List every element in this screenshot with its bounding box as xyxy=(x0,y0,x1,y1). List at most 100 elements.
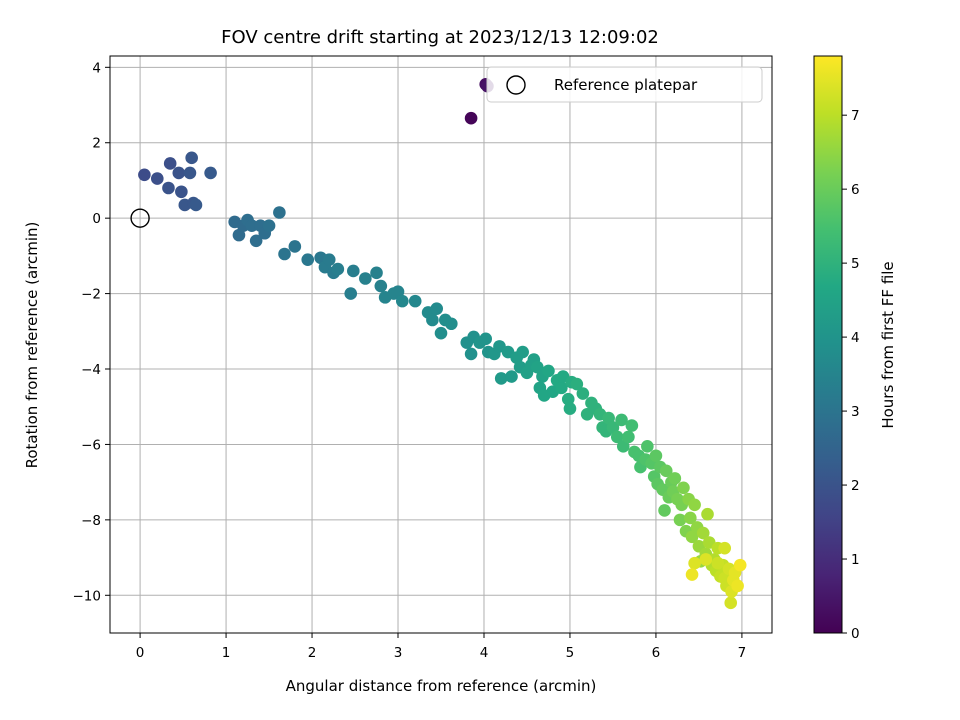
x-tick-label: 7 xyxy=(738,645,747,661)
scatter-point xyxy=(555,381,568,395)
scatter-point xyxy=(175,185,188,199)
y-tick-label: −6 xyxy=(81,437,101,453)
scatter-point xyxy=(602,411,615,425)
x-axis-label: Angular distance from reference (arcmin) xyxy=(286,677,597,695)
scatter-point xyxy=(232,228,246,242)
scatter-point xyxy=(204,166,217,180)
scatter-point xyxy=(576,387,590,400)
scatter-point xyxy=(696,526,710,540)
x-tick-label: 4 xyxy=(480,645,489,661)
y-tick-label: −10 xyxy=(73,588,102,604)
scatter-point xyxy=(430,302,444,315)
y-tick-label: −4 xyxy=(81,362,101,378)
x-tick-label: 0 xyxy=(136,645,145,661)
scatter-point xyxy=(685,568,699,581)
scatter-point xyxy=(733,558,747,572)
scatter-point xyxy=(685,530,699,544)
plot-area: 0 1 2 3 4 5 6 7 −10 −8 −6 −4 −2 0 2 4 xyxy=(73,55,773,661)
scatter-point xyxy=(625,419,639,432)
scatter-point xyxy=(494,372,508,385)
scatter-point xyxy=(163,157,177,170)
scatter-point xyxy=(677,481,690,495)
colorbar-tick-label: 1 xyxy=(851,552,860,568)
scatter-point xyxy=(331,262,345,276)
colorbar-tick-label: 3 xyxy=(851,404,860,420)
y-tick-label: 4 xyxy=(92,60,101,76)
scatter-point xyxy=(359,272,372,285)
y-axis-label: Rotation from reference (arcmin) xyxy=(23,222,41,469)
colorbar-gradient xyxy=(813,55,843,634)
scatter-point xyxy=(183,166,197,180)
x-tick-label: 5 xyxy=(566,645,575,661)
scatter-point xyxy=(724,596,738,610)
scatter-point xyxy=(301,253,315,266)
scatter-point xyxy=(606,421,620,434)
scatter-point xyxy=(249,234,263,248)
legend-entry-label: Reference platepar xyxy=(554,76,698,94)
scatter-point xyxy=(374,279,388,293)
scatter-point xyxy=(189,198,203,212)
scatter-point xyxy=(445,317,458,331)
x-tick-label: 3 xyxy=(394,645,403,661)
legend-marker-icon xyxy=(506,75,526,95)
scatter-point xyxy=(731,579,744,593)
colorbar-ticks: 0 1 2 3 4 5 6 7 xyxy=(842,108,860,642)
scatter-point xyxy=(344,287,358,300)
scatter-point xyxy=(347,264,360,278)
y-tick-label: 0 xyxy=(92,211,101,227)
scatter-point xyxy=(278,247,291,261)
colorbar-label: Hours from first FF file xyxy=(879,261,897,428)
scatter-point xyxy=(262,219,276,233)
x-tick-label: 1 xyxy=(222,645,231,661)
scatter-point xyxy=(370,266,383,280)
scatter-point xyxy=(658,504,671,517)
scatter-point xyxy=(172,166,186,180)
scatter-point xyxy=(659,464,673,478)
scatter-point xyxy=(391,285,405,299)
scatter-point xyxy=(610,430,624,444)
x-tick-label: 6 xyxy=(652,645,661,661)
scatter-point xyxy=(426,313,439,327)
scatter-point xyxy=(408,294,422,308)
legend-box xyxy=(486,66,763,103)
scatter-point xyxy=(479,332,493,346)
colorbar-tick-label: 4 xyxy=(851,330,860,346)
scatter-point xyxy=(688,498,701,512)
scatter-point xyxy=(464,111,478,125)
x-tick-label: 2 xyxy=(308,645,317,661)
legend: Reference platepar xyxy=(486,66,763,103)
colorbar-tick-label: 2 xyxy=(851,478,860,494)
scatter-point xyxy=(288,240,302,253)
y-axis-ticks: −10 −8 −6 −4 −2 0 2 4 xyxy=(73,60,110,604)
colorbar: 0 1 2 3 4 5 6 7 Hours from first FF file xyxy=(813,55,897,642)
scatter-point xyxy=(711,556,725,570)
scatter-point xyxy=(649,449,663,463)
scatter-point xyxy=(622,430,635,444)
scatter-point xyxy=(616,440,630,453)
scatter-point xyxy=(615,413,628,427)
scatter-point xyxy=(464,347,478,361)
plot-background xyxy=(110,56,772,633)
scatter-point xyxy=(273,206,286,219)
colorbar-tick-label: 5 xyxy=(851,256,860,272)
scatter-point xyxy=(699,553,713,566)
scatter-point xyxy=(162,181,175,195)
scatter-point xyxy=(570,377,584,391)
plot-frame xyxy=(109,55,773,634)
y-tick-label: −2 xyxy=(81,287,101,303)
colorbar-tick-label: 0 xyxy=(851,626,860,642)
scatter-point xyxy=(561,392,575,406)
y-tick-label: 2 xyxy=(92,136,101,152)
scatter-point xyxy=(684,511,697,525)
scatter-point xyxy=(718,541,732,555)
colorbar-tick-label: 6 xyxy=(851,182,860,198)
scatter-point xyxy=(185,151,198,165)
scatter-point xyxy=(516,345,529,359)
colorbar-tick-label: 7 xyxy=(851,108,860,124)
reference-marker-group xyxy=(130,208,150,228)
scatter-point xyxy=(673,513,687,527)
grid-lines xyxy=(110,56,772,633)
scatter-point xyxy=(563,402,577,415)
scatter-point xyxy=(434,326,448,340)
